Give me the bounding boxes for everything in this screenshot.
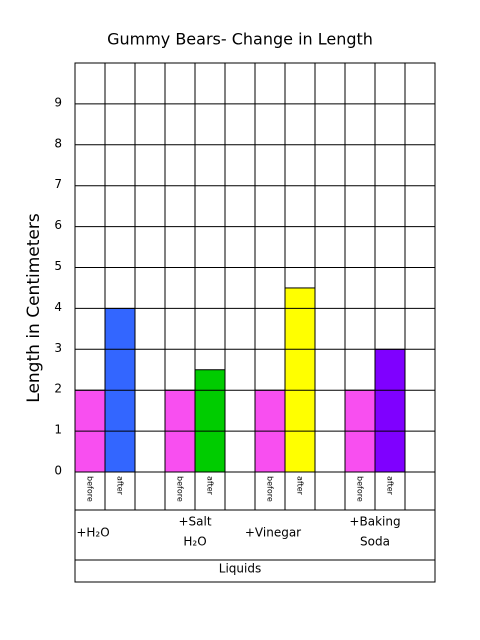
bar [194,369,226,473]
y-tick-label: 0 [54,464,62,478]
series-label: before [356,476,365,502]
series-label: after [116,476,125,496]
category-label: Soda [360,535,390,549]
y-tick-label: 3 [54,341,62,355]
category-label: +Baking [349,515,400,529]
y-tick-label: 4 [54,300,62,314]
y-tick-label: 1 [54,423,62,437]
bar [374,348,406,473]
series-label: before [266,476,275,502]
frame [74,62,436,583]
y-tick-label: 7 [54,177,62,191]
category-label: H₂O [183,535,206,549]
series-label: after [206,476,215,496]
y-tick-label: 9 [54,95,62,109]
series-label: after [386,476,395,496]
category-label: +H₂O [76,526,109,540]
y-tick-label: 6 [54,218,62,232]
series-label: before [176,476,185,502]
bar [284,287,316,473]
y-tick-label: 5 [54,259,62,273]
category-label: +Salt [178,515,211,529]
y-axis-label: Length in Centimeters [24,213,44,403]
category-label: +Vinegar [245,526,301,540]
x-axis-label: Liquids [219,562,261,576]
y-tick-label: 8 [54,136,62,150]
chart-title: Gummy Bears- Change in Length [107,30,373,49]
y-tick-label: 2 [54,382,62,396]
series-label: after [296,476,305,496]
series-label: before [86,476,95,502]
